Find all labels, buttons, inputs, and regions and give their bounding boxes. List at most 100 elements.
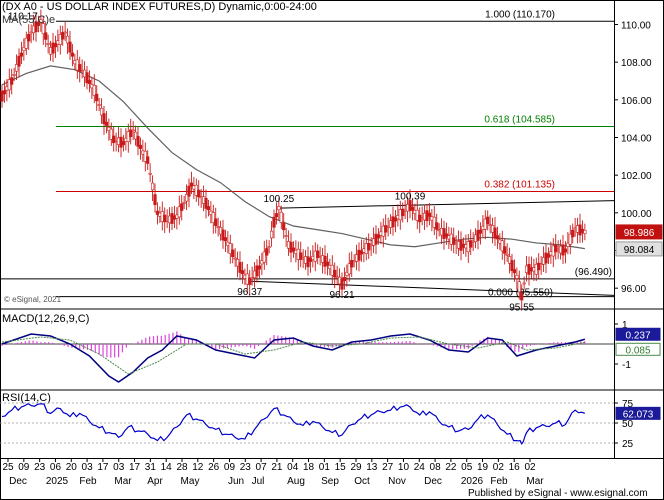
candle-body [495,235,500,240]
candle-body [500,240,504,252]
channel-trendline [278,200,615,209]
candle-body [265,248,269,256]
time-month-label: Feb [79,476,97,487]
candle-body [36,21,41,26]
candle-body [432,216,436,228]
candle-body [486,216,490,225]
price-annotation: 96.37 [237,287,262,298]
candle-body [51,42,55,54]
time-day-label: 05 [461,462,473,473]
candle-body [316,250,320,258]
time-day-label: 15 [335,462,347,473]
candle-body [44,32,48,40]
candle-body [517,281,521,293]
candle-body [476,230,480,241]
last-price-tag [615,224,663,240]
candle-body [129,129,133,137]
candle-body [92,85,96,96]
candle-body [180,203,184,211]
candle-body [374,233,378,245]
rsi-value-tag [615,406,661,420]
candle-body [248,277,252,285]
ma-legend: MA(55,C)e [2,14,56,26]
candle-body [0,90,4,102]
price-tick-label: 106.00 [621,96,652,107]
candle-body [184,194,189,202]
candle-body [19,52,24,57]
time-day-label: 23 [240,462,252,473]
candle-body [233,257,237,260]
candle-body [197,189,201,198]
time-day-label: 24 [414,462,426,473]
candle-body [520,292,524,301]
rsi-tick-label: 75 [622,399,634,410]
time-day-label: 10 [398,462,410,473]
fib-level-label: 0.382 (101.135) [484,179,555,190]
candle-body [187,185,191,197]
candle-body [391,216,395,228]
time-day-label: 26 [208,462,220,473]
candle-body [146,156,150,164]
time-day-label: 28 [176,462,188,473]
price-candles [0,9,587,311]
time-month-label: Dec [9,476,27,487]
candle-body [63,31,67,34]
candle-body [325,261,330,266]
candle-body [512,269,517,274]
time-month-label: Nov [388,476,406,487]
time-month-label: Jun [228,476,244,487]
candle-body [34,21,38,33]
candle-body [427,212,432,217]
candle-body [503,246,507,254]
time-month-label: Aug [287,476,305,487]
time-day-label: 18 [303,462,315,473]
candle-body [177,206,181,218]
candle-body [211,212,215,223]
candle-body [221,229,225,241]
time-day-label: 29 [350,462,362,473]
candle-body [153,194,157,206]
ma-price-label: 98.084 [624,245,655,256]
candle-body [46,43,50,45]
candle-body [85,72,89,84]
time-month-label: Jul [252,476,265,487]
rsi-value-label: 62.073 [623,409,654,420]
price-annotation: 100.25 [264,194,295,205]
candle-body [435,222,439,230]
candle-body [554,244,558,253]
candle-body [522,282,526,285]
fib-level-label: (96.490) [575,267,612,278]
macd-tick-label: 1 [622,320,628,331]
time-month-label: 2026 [461,476,484,487]
time-month-label: Apr [147,476,163,487]
candle-body [350,259,354,268]
candle-body [87,79,92,84]
candle-body [342,277,347,282]
time-day-label: 13 [366,462,378,473]
price-tick-label: 100.00 [621,209,652,220]
candle-body [99,107,104,116]
time-day-label: 31 [145,462,157,473]
candle-body [571,229,575,238]
price-tick-label: 96.00 [621,284,646,295]
candle-body [148,172,152,175]
candle-body [250,277,254,280]
candle-body [78,64,82,72]
time-day-label: 03 [82,462,94,473]
candle-body [515,274,519,279]
candle-body [53,43,58,48]
candle-body [231,249,235,258]
candle-body [14,64,19,72]
candle-body [70,52,75,57]
candle-body [238,262,242,273]
candle-body [408,200,412,211]
time-day-label: 14 [161,462,173,473]
candle-body [2,90,7,95]
candle-body [279,211,283,223]
candle-body [272,216,276,228]
price-tick-label: 102.00 [621,171,652,182]
candle-body [10,77,14,85]
candle-body [104,121,109,126]
time-day-label: 12 [192,462,204,473]
macd-value-label: 0.237 [625,330,650,341]
